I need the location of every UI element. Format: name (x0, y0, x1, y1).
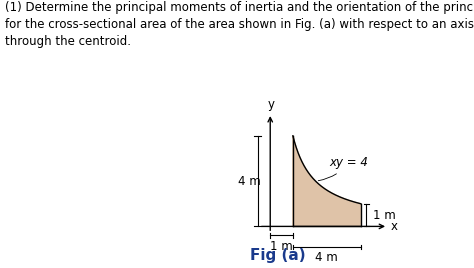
Text: xy = 4: xy = 4 (318, 157, 368, 181)
Text: 1 m: 1 m (374, 209, 396, 222)
Text: Fig (a): Fig (a) (250, 248, 305, 263)
Text: 1 m: 1 m (270, 240, 293, 253)
Text: (1) Determine the principal moments of inertia and the orientation of the princi: (1) Determine the principal moments of i… (5, 1, 474, 48)
Polygon shape (293, 136, 361, 226)
Text: y: y (268, 98, 275, 111)
Text: 4 m: 4 m (316, 251, 338, 264)
Text: x: x (390, 220, 397, 233)
Text: 4 m: 4 m (238, 175, 261, 188)
